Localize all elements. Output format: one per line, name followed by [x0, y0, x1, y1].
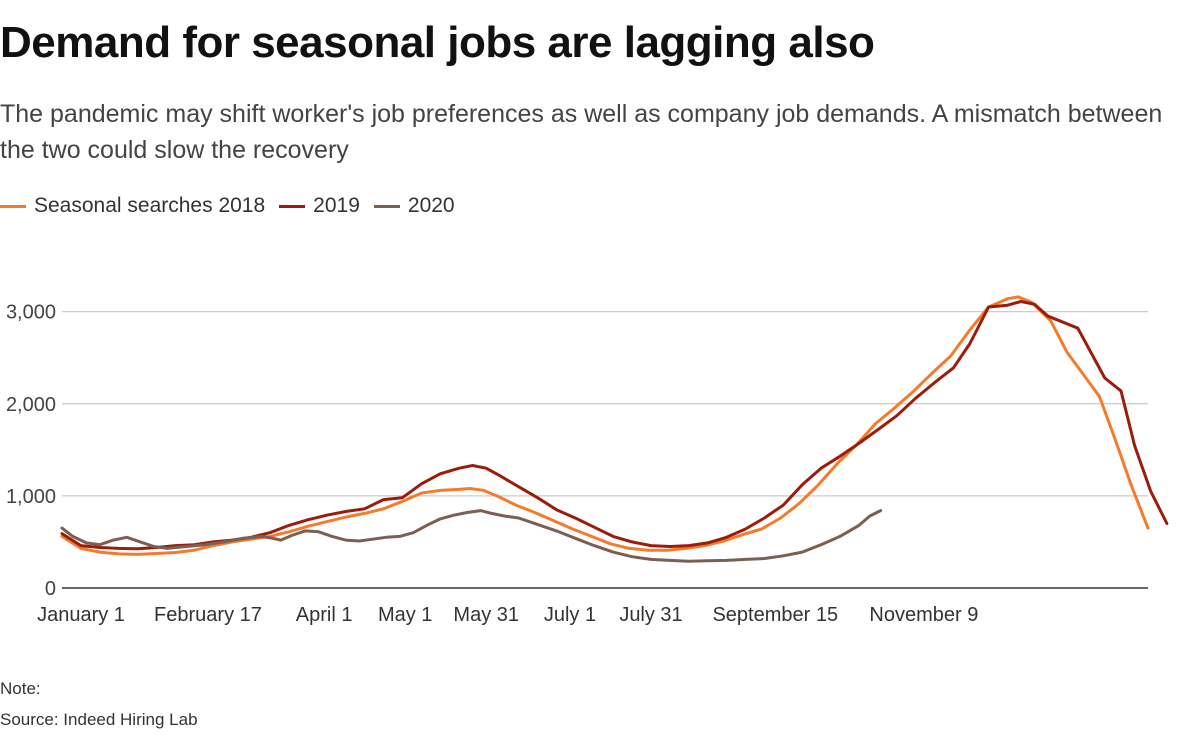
chart-source: Source: Indeed Hiring Lab — [0, 710, 198, 729]
legend-label-2020: 2020 — [407, 194, 455, 217]
chart-title: Demand for seasonal jobs are lagging als… — [0, 18, 875, 67]
y-tick-label-2000: 2,000 — [6, 394, 56, 416]
line-chart: 0 1,000 2,000 3,000 January 1 February 17 Apri… — [6, 295, 1169, 626]
legend-item-2018: Seasonal searches 2018 — [0, 194, 265, 218]
series-line-2020 — [60, 509, 883, 563]
x-tick-label-8: November 9 — [869, 604, 978, 626]
x-tick-label-2: April 1 — [296, 604, 353, 626]
x-tick-label-0: January 1 — [37, 604, 125, 626]
legend-swatch-2019 — [279, 204, 306, 208]
chart-subtitle: The pandemic may shift worker's job pref… — [0, 100, 1163, 164]
series-line-seasonal-searches-2018 — [60, 295, 1150, 556]
x-tick-label-1: February 17 — [154, 604, 262, 626]
legend-item-2020: 2020 — [373, 194, 455, 218]
x-tick-label-4: May 31 — [453, 604, 519, 626]
x-tick-label-5: July 1 — [544, 604, 596, 626]
y-tick-label-1000: 1,000 — [6, 486, 56, 508]
y-tick-label-3000: 3,000 — [6, 302, 56, 324]
series-line-2019 — [60, 300, 1169, 551]
legend-label-2018: Seasonal searches 2018 — [34, 194, 266, 217]
legend-item-2019: 2019 — [279, 194, 360, 218]
legend-swatch-2018 — [0, 204, 26, 208]
legend-swatch-2020 — [373, 204, 400, 208]
x-tick-label-7: September 15 — [712, 604, 838, 626]
y-tick-label-0: 0 — [45, 578, 56, 600]
chart-note: Note: — [0, 679, 41, 698]
x-tick-label-6: July 31 — [619, 604, 682, 626]
chart-legend: Seasonal searches 2018 2019 2020 — [0, 194, 469, 218]
x-tick-label-3: May 1 — [378, 604, 432, 626]
legend-label-2019: 2019 — [313, 194, 360, 217]
